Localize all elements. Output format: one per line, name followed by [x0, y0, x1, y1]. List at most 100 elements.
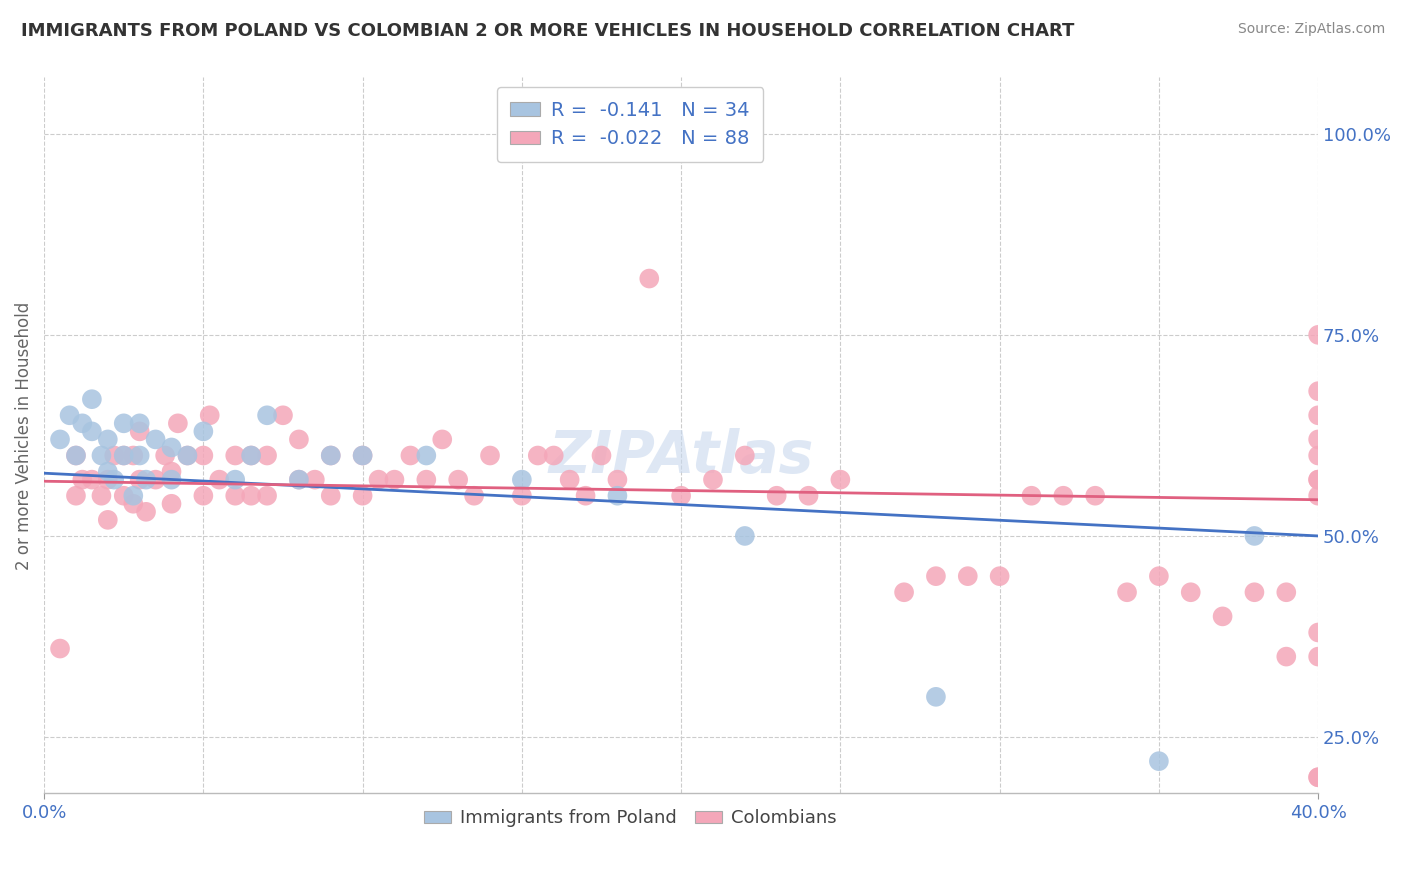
- Point: [160, 441, 183, 455]
- Point: [415, 473, 437, 487]
- Point: [702, 473, 724, 487]
- Point: [153, 449, 176, 463]
- Text: ZIPAtlas: ZIPAtlas: [548, 428, 814, 485]
- Point: [830, 473, 852, 487]
- Point: [1308, 473, 1330, 487]
- Point: [574, 489, 596, 503]
- Point: [288, 433, 311, 447]
- Point: [925, 690, 948, 704]
- Point: [1308, 327, 1330, 342]
- Point: [112, 489, 135, 503]
- Point: [352, 449, 374, 463]
- Point: [1308, 409, 1330, 423]
- Point: [80, 392, 103, 407]
- Point: [367, 473, 389, 487]
- Point: [198, 409, 221, 423]
- Point: [352, 449, 374, 463]
- Point: [240, 449, 263, 463]
- Point: [1212, 609, 1234, 624]
- Point: [72, 473, 94, 487]
- Point: [319, 449, 342, 463]
- Point: [128, 473, 150, 487]
- Point: [160, 473, 183, 487]
- Point: [224, 449, 246, 463]
- Point: [1308, 625, 1330, 640]
- Point: [256, 409, 278, 423]
- Point: [1275, 585, 1298, 599]
- Point: [256, 449, 278, 463]
- Point: [1243, 529, 1265, 543]
- Point: [510, 489, 533, 503]
- Point: [122, 497, 145, 511]
- Point: [319, 449, 342, 463]
- Point: [510, 473, 533, 487]
- Point: [122, 489, 145, 503]
- Point: [463, 489, 485, 503]
- Point: [193, 489, 215, 503]
- Point: [240, 489, 263, 503]
- Point: [606, 489, 628, 503]
- Point: [135, 473, 157, 487]
- Point: [1147, 754, 1170, 768]
- Point: [1308, 489, 1330, 503]
- Point: [1147, 569, 1170, 583]
- Point: [97, 465, 120, 479]
- Point: [72, 417, 94, 431]
- Point: [1084, 489, 1107, 503]
- Point: [734, 449, 756, 463]
- Y-axis label: 2 or more Vehicles in Household: 2 or more Vehicles in Household: [15, 301, 32, 569]
- Point: [399, 449, 422, 463]
- Point: [97, 473, 120, 487]
- Point: [893, 585, 915, 599]
- Point: [797, 489, 820, 503]
- Point: [271, 409, 294, 423]
- Point: [734, 529, 756, 543]
- Point: [1308, 449, 1330, 463]
- Point: [128, 417, 150, 431]
- Point: [352, 489, 374, 503]
- Point: [925, 569, 948, 583]
- Point: [112, 449, 135, 463]
- Point: [224, 489, 246, 503]
- Point: [1308, 473, 1330, 487]
- Point: [112, 449, 135, 463]
- Point: [1308, 649, 1330, 664]
- Point: [1116, 585, 1139, 599]
- Point: [145, 433, 167, 447]
- Point: [288, 473, 311, 487]
- Point: [1308, 770, 1330, 784]
- Point: [160, 465, 183, 479]
- Point: [122, 449, 145, 463]
- Point: [145, 473, 167, 487]
- Point: [447, 473, 470, 487]
- Point: [128, 425, 150, 439]
- Point: [956, 569, 979, 583]
- Point: [112, 417, 135, 431]
- Text: Source: ZipAtlas.com: Source: ZipAtlas.com: [1237, 22, 1385, 37]
- Point: [669, 489, 692, 503]
- Point: [288, 473, 311, 487]
- Point: [319, 489, 342, 503]
- Point: [58, 409, 80, 423]
- Point: [103, 449, 125, 463]
- Point: [167, 417, 190, 431]
- Point: [1052, 489, 1074, 503]
- Point: [49, 433, 72, 447]
- Point: [543, 449, 565, 463]
- Point: [384, 473, 406, 487]
- Point: [1021, 489, 1043, 503]
- Point: [65, 489, 87, 503]
- Point: [208, 473, 231, 487]
- Point: [1308, 384, 1330, 399]
- Point: [1180, 585, 1202, 599]
- Point: [193, 449, 215, 463]
- Point: [49, 641, 72, 656]
- Point: [256, 489, 278, 503]
- Point: [591, 449, 613, 463]
- Point: [988, 569, 1011, 583]
- Point: [97, 513, 120, 527]
- Point: [527, 449, 550, 463]
- Point: [558, 473, 581, 487]
- Point: [80, 473, 103, 487]
- Point: [224, 473, 246, 487]
